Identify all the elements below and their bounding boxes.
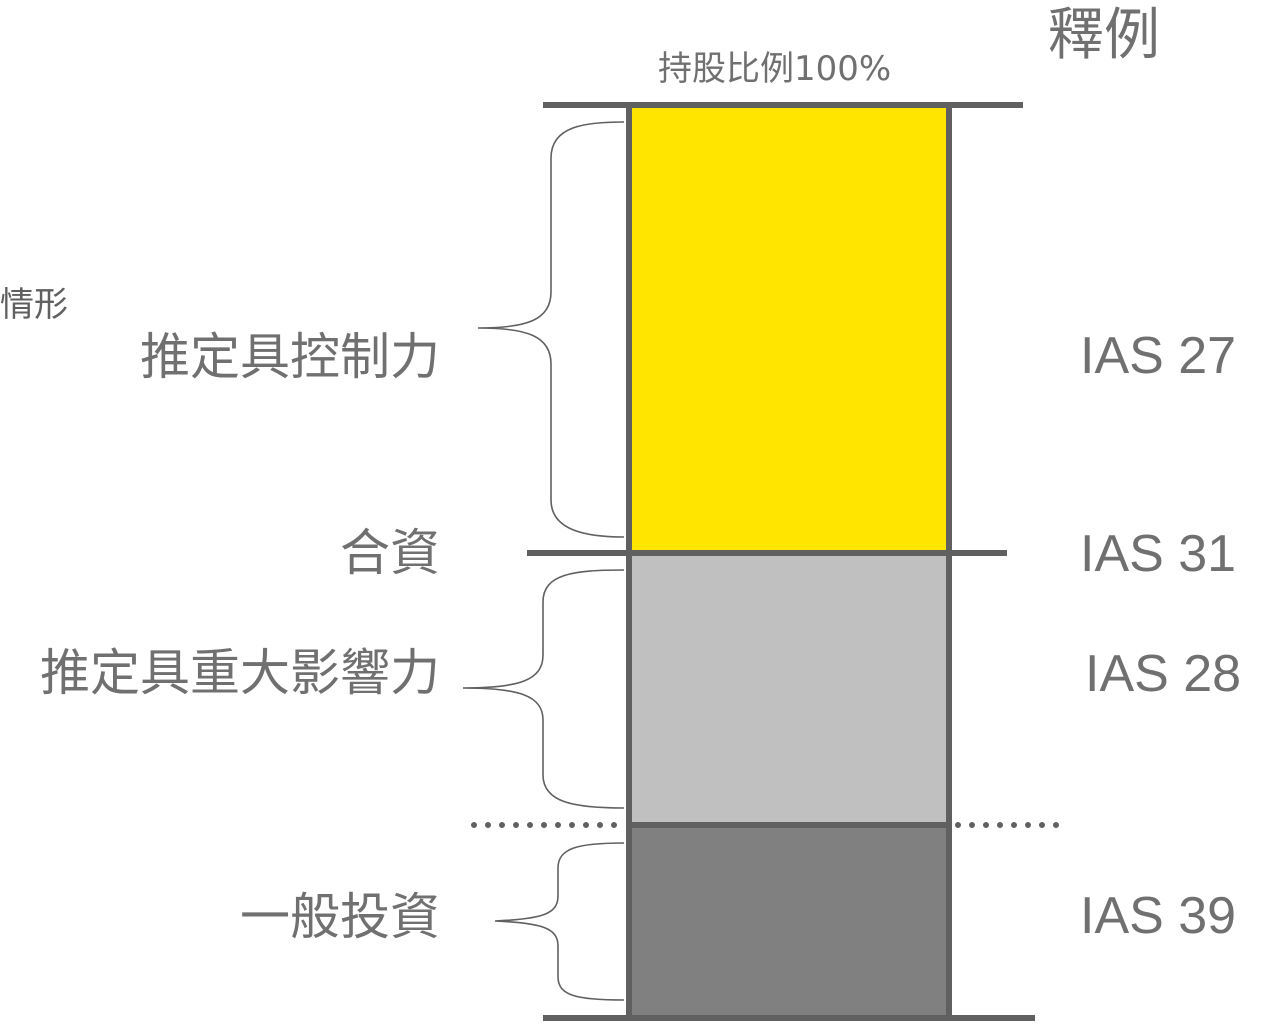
- standard-ias27: IAS 27: [1080, 327, 1237, 385]
- joint-venture-label: 合資: [340, 524, 440, 582]
- control-block: [629, 105, 949, 553]
- standard-ias31: IAS 31: [1080, 525, 1237, 583]
- influence-brace: [462, 569, 625, 809]
- significant-influence-label: 推定具重大影響力: [40, 644, 440, 702]
- clipped-situation-label: 情形: [0, 285, 68, 325]
- general-investment-label: 一般投資: [240, 888, 440, 946]
- control-label: 推定具控制力: [140, 328, 440, 386]
- general-investment-block: [629, 825, 949, 1018]
- significant-influence-block: [629, 553, 949, 825]
- legend-title: 釋例: [1048, 3, 1160, 68]
- control-brace: [477, 121, 625, 538]
- ownership-100-label: 持股比例100%: [658, 49, 892, 89]
- general-brace: [494, 842, 625, 1001]
- standard-ias28: IAS 28: [1085, 645, 1242, 703]
- standard-ias39: IAS 39: [1080, 887, 1237, 945]
